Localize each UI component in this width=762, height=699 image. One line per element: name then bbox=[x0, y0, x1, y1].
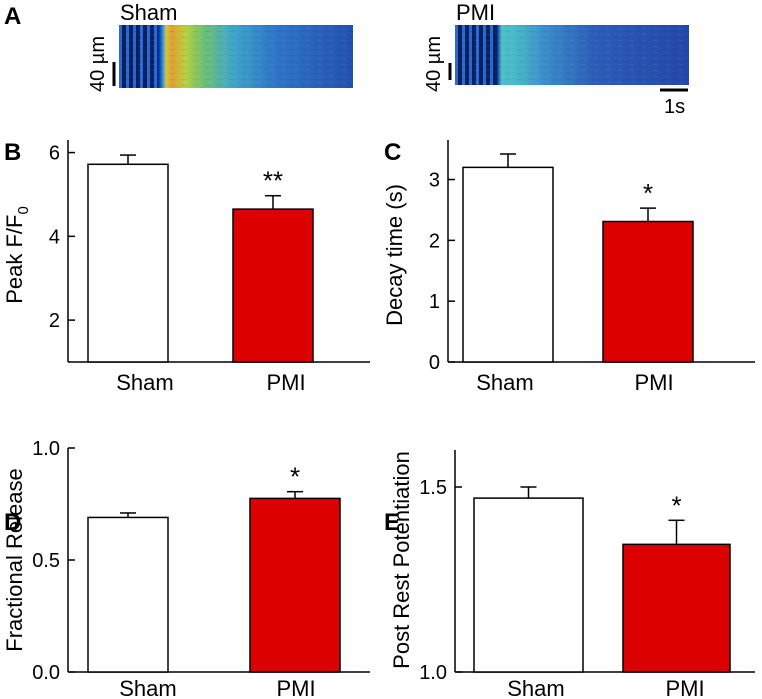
panel-letter-e: E bbox=[384, 509, 400, 536]
bar-pmi bbox=[602, 220, 694, 363]
x-category-label: Sham bbox=[476, 370, 533, 395]
y-axis-label-main: Post Rest Potentiation bbox=[389, 451, 414, 669]
y-axis-label-main: Fractional Release bbox=[2, 468, 27, 651]
bar-pmi bbox=[249, 497, 341, 673]
x-category-label: PMI bbox=[665, 676, 704, 699]
y-tick-label: 2 bbox=[49, 310, 60, 332]
y-tick-label: 1 bbox=[429, 291, 440, 313]
bar-sham bbox=[462, 166, 554, 363]
y-tick-label: 1.0 bbox=[32, 438, 60, 460]
panel-letter-c: C bbox=[384, 139, 401, 166]
x-category-label: Sham bbox=[507, 676, 564, 699]
y-tick-label: 3 bbox=[429, 170, 440, 192]
bar-pmi bbox=[622, 543, 731, 673]
x-category-label: PMI bbox=[634, 370, 673, 395]
linescan-sham-scale-label: 40 µm bbox=[87, 36, 109, 92]
y-tick-label: 0.5 bbox=[32, 550, 60, 572]
x-category-label: PMI bbox=[276, 676, 315, 699]
chart-panel-b: B 2 4 6 Peak F/F0 Sham ** PMI bbox=[2, 139, 370, 395]
y-axis-label: Fractional Release bbox=[2, 468, 27, 651]
x-category-label: Sham bbox=[119, 676, 176, 699]
significance-marker: ** bbox=[263, 166, 283, 196]
y-tick-label: 1.5 bbox=[419, 477, 447, 499]
y-tick-label: 1.0 bbox=[419, 662, 447, 684]
bar-sham bbox=[473, 497, 584, 673]
linescan-pmi-texture bbox=[455, 25, 689, 85]
linescan-sham: Sham 40 µm bbox=[87, 0, 353, 92]
significance-marker: * bbox=[671, 490, 681, 520]
y-axis-label-main: Decay time (s) bbox=[382, 184, 407, 326]
y-tick-label: 0.0 bbox=[32, 662, 60, 684]
panel-letter-b: B bbox=[4, 139, 21, 166]
significance-marker: * bbox=[643, 178, 653, 208]
y-axis-label: Decay time (s) bbox=[382, 184, 407, 326]
bar-sham bbox=[87, 516, 169, 673]
y-axis-label: Post Rest Potentiation bbox=[389, 451, 414, 669]
linescan-sham-texture bbox=[119, 25, 353, 88]
bar-sham bbox=[87, 163, 169, 363]
linescan-time-label: 1s bbox=[664, 96, 685, 118]
panel-letter-a: A bbox=[4, 3, 21, 30]
linescan-pmi: PMI 40 µm 1s bbox=[423, 0, 689, 118]
y-axis-label: Peak F/F0 bbox=[2, 206, 32, 304]
linescan-pmi-scale-label: 40 µm bbox=[423, 36, 445, 92]
panel-letter-d: D bbox=[4, 509, 21, 536]
y-tick-label: 4 bbox=[49, 226, 60, 248]
bar-pmi bbox=[232, 208, 314, 363]
significance-marker: * bbox=[290, 462, 300, 492]
linescan-pmi-label: PMI bbox=[456, 0, 495, 25]
y-axis-label-main: Peak F/F bbox=[2, 215, 27, 304]
x-category-label: Sham bbox=[116, 370, 173, 395]
chart-panel-c: C 0 1 2 3 Decay time (s) Sham * PMI bbox=[382, 139, 755, 395]
y-axis-label-subscript: 0 bbox=[15, 206, 32, 214]
y-tick-label: 6 bbox=[49, 143, 60, 165]
y-tick-label: 0 bbox=[429, 352, 440, 374]
linescan-sham-label: Sham bbox=[120, 0, 177, 25]
x-category-label: PMI bbox=[266, 370, 305, 395]
y-tick-label: 2 bbox=[429, 230, 440, 252]
